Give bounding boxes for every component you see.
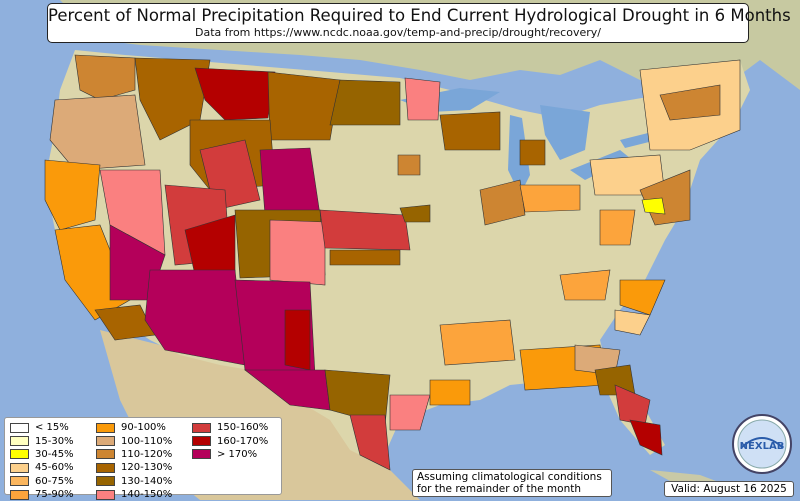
legend-label: 110-120% (121, 448, 173, 460)
legend-swatch (96, 476, 115, 487)
legend-label: 30-45% (35, 448, 74, 460)
legend-swatch (10, 449, 29, 460)
legend-label: 15-30% (35, 435, 74, 447)
legend-item: 110-120% (96, 448, 192, 461)
region-northwest-wa (74, 54, 136, 101)
legend-swatch (10, 476, 29, 487)
region-california-north (44, 159, 101, 231)
region-kansas-east (329, 249, 401, 266)
logo-text: NEXLAB (740, 441, 785, 452)
legend-swatch (10, 489, 29, 500)
legend-item: 30-45% (10, 448, 96, 461)
legend-item: 160-170% (192, 434, 284, 447)
legend-label: 140-150% (121, 489, 173, 501)
region-wyoming-east (259, 147, 321, 216)
legend-item: 120-130% (96, 461, 192, 474)
region-indiana-ohio (519, 184, 581, 213)
legend-label: 90-100% (121, 422, 166, 434)
legend-label: 160-170% (217, 435, 269, 447)
climatology-note: Assuming climatological conditions for t… (412, 469, 612, 497)
legend-swatch (192, 422, 211, 433)
lake-huron (540, 105, 590, 160)
region-maryland-yellow (641, 197, 666, 215)
legend-swatch (96, 436, 115, 447)
legend-swatch (96, 422, 115, 433)
legend-swatch (96, 449, 115, 460)
legend-label: 100-110% (121, 435, 173, 447)
region-oregon (49, 94, 146, 171)
legend-item: 45-60% (10, 461, 96, 474)
legend-label: 75-90% (35, 489, 74, 501)
lake-michigan (508, 115, 530, 195)
legend-swatch (10, 462, 29, 473)
region-minnesota (404, 77, 441, 121)
legend-swatch (10, 422, 29, 433)
region-colorado-east (269, 219, 326, 286)
note-line-1: Assuming climatological conditions (417, 471, 602, 483)
region-iowa (397, 154, 421, 176)
legend-label: 60-75% (35, 475, 74, 487)
region-virginia (599, 209, 636, 246)
legend-label: 150-160% (217, 422, 269, 434)
nexlab-logo: NEXLAB (732, 414, 792, 474)
region-kentucky-tn (559, 269, 611, 301)
legend-item: 130-140% (96, 475, 192, 488)
legend-item: 90-100% (96, 421, 192, 434)
title-box: Percent of Normal Precipitation Required… (47, 3, 791, 43)
legend: < 15% 15-30% 30-45% 45-60% 60-75% 75-90% 90-10… (4, 417, 284, 500)
legend-swatch (10, 436, 29, 447)
legend-swatch (192, 436, 211, 447)
region-michigan (519, 139, 546, 166)
region-ny-detail (659, 84, 721, 121)
legend-item: 75-90% (10, 488, 96, 501)
region-kansas (319, 209, 411, 251)
map-title: Percent of Normal Precipitation Required… (48, 6, 791, 25)
legend-label: > 170% (217, 448, 258, 460)
legend-swatch (96, 489, 115, 500)
legend-swatch (96, 462, 115, 473)
region-wisconsin (439, 111, 501, 151)
legend-item: 140-150% (96, 488, 192, 501)
region-arizona (144, 269, 246, 366)
legend-item: < 15% (10, 421, 96, 434)
region-mississippi (439, 319, 516, 366)
region-louisiana-coast (429, 379, 471, 406)
region-illinois (479, 179, 526, 226)
legend-swatch (192, 449, 211, 460)
valid-date: Valid: August 16 2025 (664, 481, 794, 497)
region-dakota (329, 79, 401, 126)
region-texas-coast (389, 394, 431, 431)
legend-item: 60-75% (10, 475, 96, 488)
drought-regions (44, 54, 741, 471)
legend-label: < 15% (35, 422, 69, 434)
legend-item: 15-30% (10, 434, 96, 447)
legend-item: 100-110% (96, 434, 192, 447)
note-line-2: for the remainder of the month (417, 483, 582, 495)
region-florida-north (594, 364, 636, 396)
region-idaho-montana (134, 57, 211, 141)
region-florida-south (629, 419, 663, 456)
legend-label: 45-60% (35, 462, 74, 474)
region-montana-east (267, 71, 341, 141)
legend-item: 150-160% (192, 421, 284, 434)
region-nebraska-small (399, 204, 431, 223)
region-carolina-south (614, 309, 651, 336)
region-montana-red (194, 67, 276, 121)
legend-label: 130-140% (121, 475, 173, 487)
region-texas-south (349, 414, 391, 471)
region-new-mexico-red (284, 309, 311, 371)
legend-item: > 170% (192, 448, 284, 461)
map-subtitle: Data from https://www.ncdc.noaa.gov/temp… (195, 26, 601, 39)
legend-label: 120-130% (121, 462, 173, 474)
